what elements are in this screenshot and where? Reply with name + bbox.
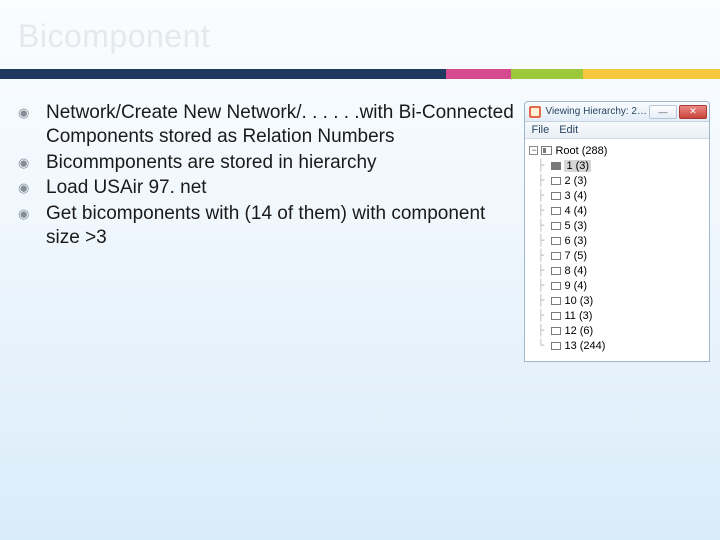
tree-item[interactable]: ├ 12 (6)	[527, 323, 705, 338]
tree-item-label: 10 (3)	[564, 295, 593, 307]
tree-connector-icon: ├	[537, 234, 551, 247]
tree-connector-icon: ├	[537, 264, 551, 277]
tree-item[interactable]: ├ 10 (3)	[527, 293, 705, 308]
bullet-marker-icon: ◉	[18, 151, 46, 175]
close-button[interactable]: ✕	[679, 105, 707, 119]
tree-connector-icon: ├	[537, 174, 551, 187]
tree-connector-icon: └	[537, 339, 551, 352]
node-icon	[551, 327, 561, 335]
tree-connector-icon: ├	[537, 294, 551, 307]
tree-connector-icon: ├	[537, 249, 551, 262]
menubar: File Edit	[525, 122, 709, 139]
bullet-text: Get bicomponents with (14 of them) with …	[46, 202, 514, 250]
accent-stripe	[0, 69, 720, 79]
window-title: Viewing Hierarchy: 2…	[545, 106, 647, 117]
tree-root[interactable]: − Root (288)	[527, 143, 705, 158]
tree-item-label: 3 (4)	[564, 190, 587, 202]
app-icon	[529, 106, 541, 118]
tree-item-label: 11 (3)	[564, 310, 592, 322]
bullet-marker-icon: ◉	[18, 176, 46, 200]
node-icon	[551, 177, 561, 185]
slide-title: Bicomponent	[0, 0, 720, 55]
tree-connector-icon: ├	[537, 279, 551, 292]
tree-item[interactable]: ├ 3 (4)	[527, 188, 705, 203]
tree-item[interactable]: └ 13 (244)	[527, 338, 705, 353]
bullet-marker-icon: ◉	[18, 101, 46, 149]
tree-item-label: 2 (3)	[564, 175, 587, 187]
bullet-text: Network/Create New Network/. . . . . .wi…	[46, 101, 514, 149]
tree-connector-icon: ├	[537, 309, 551, 322]
tree-item[interactable]: ├ 11 (3)	[527, 308, 705, 323]
tree-item[interactable]: ├ 4 (4)	[527, 203, 705, 218]
node-icon	[551, 222, 561, 230]
node-icon	[551, 282, 561, 290]
window-titlebar: Viewing Hierarchy: 2… — ✕	[525, 102, 709, 122]
tree-item[interactable]: ├ 7 (5)	[527, 248, 705, 263]
tree-item-label: 4 (4)	[564, 205, 587, 217]
stripe-pink	[446, 69, 511, 79]
tree-item[interactable]: ├ 1 (3)	[527, 158, 705, 173]
tree-item-label: 1 (3)	[564, 160, 591, 172]
tree-item-label: 13 (244)	[564, 340, 605, 352]
menu-file[interactable]: File	[531, 124, 549, 136]
tree-item[interactable]: ├ 6 (3)	[527, 233, 705, 248]
bullet-item: ◉ Get bicomponents with (14 of them) wit…	[18, 202, 514, 250]
node-icon	[551, 252, 561, 260]
tree-connector-icon: ├	[537, 189, 551, 202]
tree-connector-icon: ├	[537, 159, 551, 172]
node-icon	[551, 297, 561, 305]
bullet-item: ◉ Network/Create New Network/. . . . . .…	[18, 101, 514, 149]
tree-item[interactable]: ├ 5 (3)	[527, 218, 705, 233]
tree-root-label: Root (288)	[555, 145, 607, 157]
tree-item-label: 7 (5)	[564, 250, 587, 262]
minimize-button[interactable]: —	[649, 105, 677, 119]
collapse-icon[interactable]: −	[529, 146, 538, 155]
tree-item-label: 8 (4)	[564, 265, 587, 277]
bullet-item: ◉ Load USAir 97. net	[18, 176, 514, 200]
tree-item-label: 6 (3)	[564, 235, 587, 247]
tree-item-label: 9 (4)	[564, 280, 587, 292]
tree-connector-icon: ├	[537, 219, 551, 232]
folder-icon	[541, 146, 552, 155]
bullet-item: ◉ Bicommponents are stored in hierarchy	[18, 151, 514, 175]
node-icon	[551, 342, 561, 350]
node-icon	[551, 162, 561, 170]
window-frame: Viewing Hierarchy: 2… — ✕ File Edit − Ro…	[524, 101, 710, 362]
bullet-marker-icon: ◉	[18, 202, 46, 250]
bullet-text: Bicommponents are stored in hierarchy	[46, 151, 514, 175]
tree-connector-icon: ├	[537, 324, 551, 337]
menu-edit[interactable]: Edit	[559, 124, 578, 136]
tree-item-label: 5 (3)	[564, 220, 587, 232]
content-area: ◉ Network/Create New Network/. . . . . .…	[0, 79, 720, 362]
tree-item[interactable]: ├ 9 (4)	[527, 278, 705, 293]
tree-item-label: 12 (6)	[564, 325, 593, 337]
tree-connector-icon: ├	[537, 204, 551, 217]
node-icon	[551, 267, 561, 275]
node-icon	[551, 192, 561, 200]
hierarchy-window-screenshot: Viewing Hierarchy: 2… — ✕ File Edit − Ro…	[524, 101, 710, 362]
stripe-navy	[0, 69, 446, 79]
tree-item[interactable]: ├ 2 (3)	[527, 173, 705, 188]
stripe-yellow	[583, 69, 720, 79]
bullet-text: Load USAir 97. net	[46, 176, 514, 200]
node-icon	[551, 312, 561, 320]
hierarchy-tree: − Root (288) ├ 1 (3) ├ 2 (3) ├ 3 (4) ├ 4 (4) ├ 5 …	[525, 139, 709, 361]
bullet-list: ◉ Network/Create New Network/. . . . . .…	[18, 101, 514, 362]
tree-item[interactable]: ├ 8 (4)	[527, 263, 705, 278]
stripe-green	[511, 69, 583, 79]
node-icon	[551, 207, 561, 215]
node-icon	[551, 237, 561, 245]
